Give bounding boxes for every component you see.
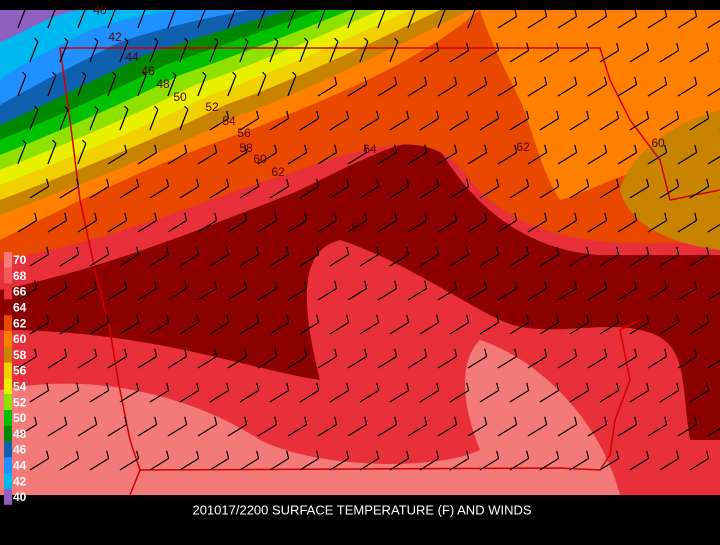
legend-label: 48 [13, 427, 27, 441]
legend-label: 64 [13, 300, 27, 314]
legend-label: 50 [13, 411, 27, 425]
legend-swatch [4, 457, 12, 473]
contour-label: 52 [205, 100, 219, 114]
legend-label: 42 [13, 474, 27, 488]
contour-label: 48 [156, 77, 170, 91]
contour-label: 60 [253, 152, 267, 166]
legend-label: 70 [13, 253, 27, 267]
legend-swatch [4, 268, 12, 284]
contour-label: 46 [141, 64, 155, 78]
contour-label: 44 [125, 50, 139, 64]
legend-label: 54 [13, 379, 27, 393]
legend-label: 52 [13, 395, 27, 409]
legend-label: 66 [13, 285, 27, 299]
legend-swatch [4, 442, 12, 458]
legend-label: 46 [13, 443, 27, 457]
contour-label: 42 [108, 30, 122, 44]
legend-label: 40 [13, 490, 27, 504]
contour-label: 50 [173, 90, 187, 104]
legend-label: 44 [13, 458, 27, 472]
contour-label: 62 [516, 140, 530, 154]
contour-label: 62 [271, 165, 285, 179]
legend-swatch [4, 363, 12, 379]
legend-label: 60 [13, 332, 27, 346]
map-title: 201017/2200 SURFACE TEMPERATURE (F) AND … [192, 502, 531, 517]
legend-swatch [4, 299, 12, 315]
contour-label: 58 [239, 141, 253, 155]
contour-label: 40 [93, 3, 107, 17]
legend-label: 56 [13, 364, 27, 378]
legend-swatch [4, 315, 12, 331]
contour-label: 66 [351, 220, 365, 234]
legend-swatch [4, 394, 12, 410]
legend-swatch [4, 473, 12, 489]
contour-label: 60 [651, 136, 665, 150]
legend-swatch [4, 489, 12, 505]
contour-label: 54 [222, 114, 236, 128]
contour-label: 64 [363, 142, 377, 156]
legend-swatch [4, 378, 12, 394]
legend-swatch [4, 410, 12, 426]
legend-swatch [4, 426, 12, 442]
legend-label: 62 [13, 316, 27, 330]
legend-swatch [4, 347, 12, 363]
legend-swatch [4, 284, 12, 300]
legend-label: 68 [13, 269, 27, 283]
legend-label: 58 [13, 348, 27, 362]
contour-label: 56 [237, 126, 251, 140]
legend-swatch [4, 331, 12, 347]
legend-swatch [4, 252, 12, 268]
